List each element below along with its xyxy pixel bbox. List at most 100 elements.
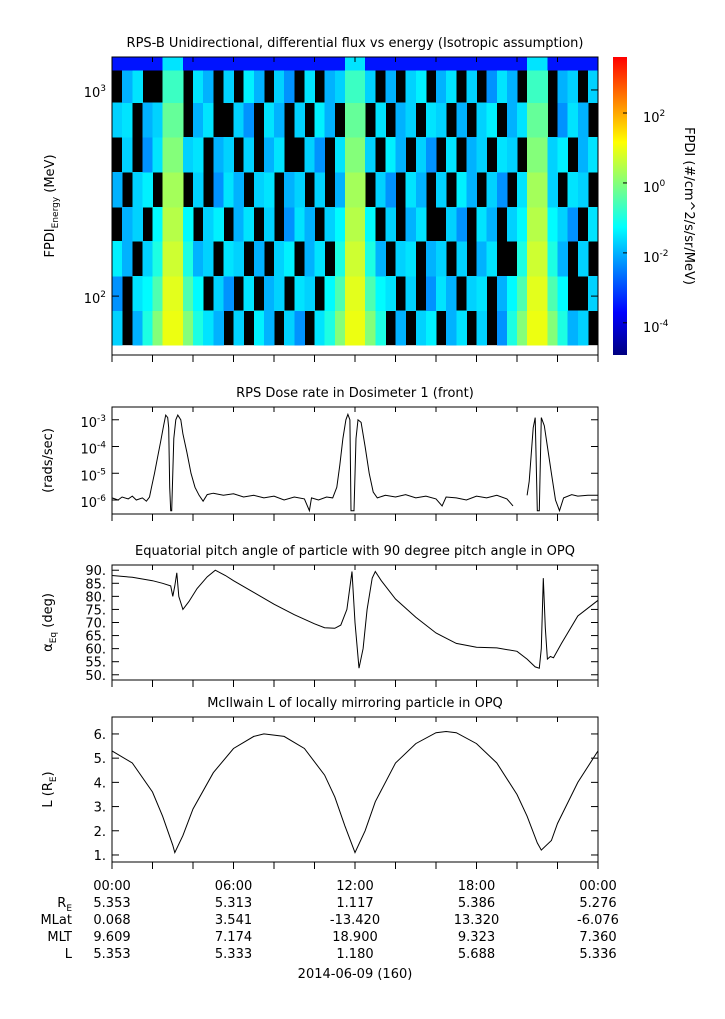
heatmap-cell xyxy=(223,171,234,208)
heatmap-cell xyxy=(587,69,599,103)
heatmap-cell xyxy=(274,69,285,103)
heatmap-cell xyxy=(405,171,417,208)
heatmap-cell xyxy=(112,171,123,208)
heatmap-cell xyxy=(344,207,356,242)
y-tick-label: 5. xyxy=(94,752,106,767)
heatmap-cell xyxy=(334,207,346,242)
heatmap-cell xyxy=(253,171,265,208)
heatmap-cell xyxy=(172,310,184,346)
heatmap-cell xyxy=(152,207,164,242)
heatmap-cell xyxy=(547,310,558,346)
heatmap-cell xyxy=(355,57,366,71)
heatmap-cell xyxy=(193,241,204,277)
heatmap-cell xyxy=(334,57,346,71)
heatmap-cell xyxy=(375,171,386,208)
heatmap-cell xyxy=(294,171,305,208)
heatmap-cell xyxy=(456,57,467,71)
y-axis-label-part: (deg) xyxy=(41,593,56,632)
heatmap-cell xyxy=(294,57,305,71)
heatmap-cell xyxy=(527,310,538,346)
heatmap-cell xyxy=(334,69,346,103)
heatmap-cell xyxy=(527,57,538,71)
heatmap-cell xyxy=(537,137,548,173)
colorbar-tick-label-part: 2 xyxy=(660,109,666,119)
y-axis-label-part: Eq xyxy=(49,632,59,643)
heatmap-cell xyxy=(233,310,245,346)
ephemeris-value: 5.336 xyxy=(579,947,616,962)
ephemeris-value: 13.320 xyxy=(454,913,500,928)
heatmap-cell xyxy=(243,137,255,173)
ephemeris-label: L xyxy=(65,947,73,962)
heatmap-cell xyxy=(122,241,133,277)
heatmap-cell xyxy=(425,310,437,346)
y-axis-label: αEq (deg) xyxy=(41,593,59,652)
heatmap-cell xyxy=(425,57,437,71)
heatmap-cell xyxy=(385,276,396,312)
heatmap-cell xyxy=(405,241,417,277)
x-tick-label: 00:00 xyxy=(93,879,130,894)
heatmap-cell xyxy=(344,102,356,138)
heatmap-cell xyxy=(537,57,548,71)
heatmap-cell xyxy=(324,207,336,242)
heatmap-cell xyxy=(446,310,457,346)
heatmap-cell xyxy=(263,207,275,242)
heatmap-cell xyxy=(122,137,133,173)
heatmap-cell xyxy=(517,102,528,138)
heatmap-cell xyxy=(547,137,558,173)
y-tick-label: 70. xyxy=(85,617,106,632)
ephemeris-value: 5.353 xyxy=(93,947,130,962)
heatmap-cell xyxy=(557,137,569,173)
heatmap-cell xyxy=(557,276,569,312)
heatmap-cell xyxy=(334,276,346,312)
heatmap-cell xyxy=(324,310,336,346)
heatmap-cell xyxy=(395,241,407,277)
ephemeris-value: 7.360 xyxy=(579,930,616,945)
heatmap-cell xyxy=(527,69,538,103)
heatmap-cell xyxy=(405,276,417,312)
heatmap-cell xyxy=(263,102,275,138)
x-tick-label: 18:00 xyxy=(458,879,495,894)
heatmap-cell xyxy=(344,57,356,71)
heatmap-cell xyxy=(203,69,214,103)
heatmap-cell xyxy=(314,102,326,138)
heatmap-cell xyxy=(172,57,184,71)
y-tick-label: 10-4 xyxy=(80,441,106,458)
heatmap-cell xyxy=(324,57,336,71)
heatmap-cell xyxy=(527,241,538,277)
ephemeris-label: MLT xyxy=(47,930,72,945)
heatmap-cell xyxy=(446,137,457,173)
heatmap-cell xyxy=(446,207,457,242)
y-axis-label-part: (rads/sec) xyxy=(41,428,56,493)
y-axis-label-part: α xyxy=(41,643,56,652)
panel-title: McIlwain L of locally mirroring particle… xyxy=(207,696,503,711)
heatmap-cell xyxy=(152,57,164,71)
heatmap-cell xyxy=(486,102,498,138)
ephemeris-value: -13.420 xyxy=(330,913,380,928)
heatmap-cell xyxy=(365,69,376,103)
heatmap-cell xyxy=(436,102,447,138)
heatmap-cell xyxy=(152,241,164,277)
heatmap-cell xyxy=(476,276,488,312)
heatmap-cell xyxy=(304,241,315,277)
x-tick-label: 06:00 xyxy=(215,879,252,894)
heatmap-cell xyxy=(213,276,224,312)
heatmap-cell xyxy=(415,57,427,71)
heatmap-cell xyxy=(223,57,234,71)
heatmap-cell xyxy=(274,276,285,312)
heatmap-cell xyxy=(456,207,467,242)
heatmap-cell xyxy=(385,69,396,103)
colorbar-tick-label-part: 10 xyxy=(643,321,660,336)
y-axis-label-part: FPDI xyxy=(43,228,58,257)
heatmap-cell xyxy=(385,207,396,242)
heatmap-cell xyxy=(415,207,427,242)
ephemeris-value: 5.353 xyxy=(93,896,130,911)
heatmap-cell xyxy=(213,57,224,71)
heatmap-cell xyxy=(436,171,447,208)
colorbar-tick-label-part: 10 xyxy=(643,181,660,196)
heatmap-cell xyxy=(355,102,366,138)
heatmap-cell xyxy=(324,276,336,312)
heatmap-cell xyxy=(344,276,356,312)
heatmap-cell xyxy=(193,69,204,103)
heatmap-cell xyxy=(193,171,204,208)
heatmap-cell xyxy=(122,102,133,138)
